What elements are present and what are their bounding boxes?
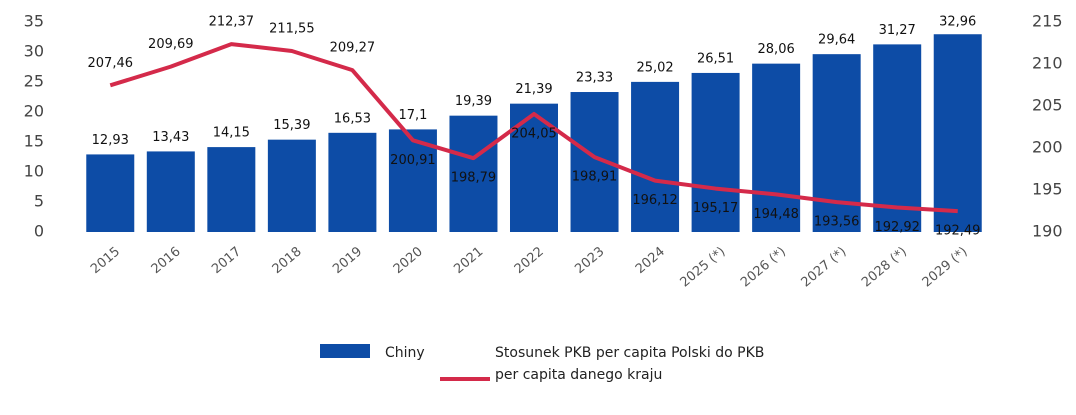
y2-tick-label: 215 [1032, 12, 1063, 31]
x-tick-label: 2028 (*) [859, 244, 910, 290]
data-label: 207,46 [88, 56, 134, 71]
x-tick-label: 2016 [149, 244, 184, 277]
y-tick-label: 35 [24, 12, 44, 31]
bar [752, 63, 801, 232]
data-label: 16,53 [334, 111, 371, 126]
data-label: 193,56 [814, 215, 860, 230]
bar [510, 103, 558, 232]
data-label: 200,91 [390, 153, 436, 168]
data-label: 204,05 [511, 126, 557, 141]
data-label: 19,39 [455, 94, 492, 109]
data-label: 28,06 [758, 42, 795, 57]
y-tick-label: 0 [34, 222, 44, 241]
bar [267, 139, 316, 232]
legend-label: Chiny [385, 345, 425, 361]
data-label: 14,15 [213, 126, 250, 141]
data-label: 23,33 [576, 71, 613, 86]
x-tick-label: 2021 [451, 244, 486, 277]
x-tick-label: 2027 (*) [799, 244, 850, 290]
bar [207, 147, 256, 232]
y2-tick-label: 205 [1032, 96, 1063, 115]
y-tick-label: 10 [24, 162, 44, 181]
data-label: 198,91 [572, 170, 618, 185]
y-tick-label: 30 [24, 42, 44, 61]
data-label: 21,39 [515, 82, 552, 97]
legend-swatch [320, 344, 370, 358]
data-label: 211,55 [269, 21, 315, 36]
x-tick-label: 2026 (*) [738, 244, 789, 290]
data-label: 31,27 [879, 23, 916, 38]
y-tick-label: 15 [24, 132, 44, 151]
bar [449, 115, 498, 232]
x-tick-label: 2022 [512, 244, 547, 277]
bar [86, 154, 135, 232]
x-tick-label: 2015 [88, 244, 123, 277]
data-label: 25,02 [636, 60, 673, 75]
bar [873, 44, 922, 232]
y2-tick-label: 210 [1032, 54, 1063, 73]
data-label: 194,48 [753, 207, 799, 222]
x-tick-label: 2029 (*) [920, 244, 971, 290]
legend-label: Stosunek PKB per capita Polski do PKB pe… [495, 345, 765, 383]
data-label: 198,79 [451, 171, 497, 186]
bar [631, 81, 680, 232]
x-tick-label: 2019 [330, 244, 365, 277]
data-label: 212,37 [209, 15, 255, 30]
data-label: 29,64 [818, 33, 855, 48]
data-label: 195,17 [693, 201, 739, 216]
x-tick-label: 2025 (*) [678, 244, 729, 290]
data-label: 17,1 [398, 108, 427, 123]
bar [146, 151, 195, 232]
data-label: 192,49 [935, 224, 981, 239]
x-tick-label: 2023 [572, 244, 607, 277]
data-label: 209,69 [148, 37, 194, 52]
y2-tick-label: 190 [1032, 222, 1063, 241]
y-tick-label: 20 [24, 102, 44, 121]
data-label: 32,96 [939, 15, 976, 30]
bar [328, 132, 377, 232]
line [109, 42, 958, 214]
x-tick-label: 2024 [633, 244, 668, 277]
data-label: 196,12 [632, 193, 678, 208]
data-label: 13,43 [152, 130, 189, 145]
data-label: 192,92 [874, 220, 920, 235]
data-label: 12,93 [92, 133, 129, 148]
data-label: 209,27 [330, 41, 376, 56]
y-tick-label: 5 [34, 192, 44, 211]
x-tick-label: 2017 [209, 244, 244, 277]
bar [691, 72, 740, 232]
y-tick-label: 25 [24, 72, 44, 91]
x-tick-label: 2020 [391, 244, 426, 277]
y2-tick-label: 200 [1032, 138, 1063, 157]
bar [933, 34, 982, 232]
data-label: 15,39 [273, 118, 310, 133]
data-label: 26,51 [697, 51, 734, 66]
x-tick-label: 2018 [270, 244, 305, 277]
y2-tick-label: 195 [1032, 180, 1063, 199]
